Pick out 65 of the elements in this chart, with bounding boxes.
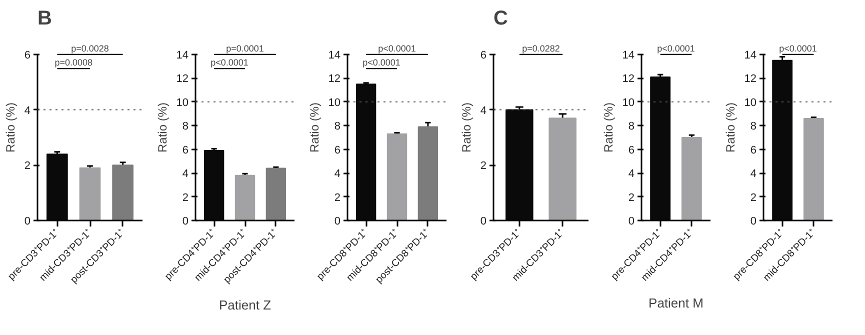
- y-tick-label: 4: [334, 168, 341, 180]
- text: p=0.0028: [71, 43, 109, 54]
- y-tick-label: 2: [334, 192, 341, 204]
- y-tick-label: 4: [182, 168, 189, 180]
- y-tick-label: 4: [750, 168, 757, 180]
- y-tick-label: 14: [176, 49, 189, 62]
- y-tick-label: 6: [480, 49, 487, 62]
- y-tick-label: 0: [182, 216, 189, 228]
- text: p=0.0001: [226, 43, 264, 54]
- y-tick-label: 14: [328, 49, 341, 62]
- y-tick-label: 8: [334, 120, 341, 133]
- y-tick-label: 10: [622, 96, 635, 109]
- y-tick-label: 2: [182, 192, 189, 204]
- y-tick-label: 14: [744, 49, 757, 62]
- y-tick-label: 6: [750, 144, 757, 156]
- bar: [79, 167, 101, 220]
- x-axis-title: Patient Z: [218, 297, 272, 312]
- text: p<0.0001: [657, 43, 695, 54]
- y-tick-label: 6: [182, 144, 189, 156]
- chart-title: C: [494, 8, 508, 30]
- y-tick-label: 2: [750, 192, 757, 204]
- y-tick-label: 4: [480, 104, 487, 117]
- y-axis-title: Ratio (%): [723, 102, 738, 153]
- y-axis-title: Ratio (%): [307, 102, 322, 153]
- y-tick-label: 14: [622, 49, 635, 62]
- x-axis-title: Patient M: [648, 296, 704, 311]
- text: p<0.0001: [378, 43, 416, 54]
- y-tick-label: 12: [622, 73, 635, 86]
- y-tick-label: 12: [328, 73, 341, 86]
- y-tick-label: 10: [176, 96, 189, 109]
- y-tick-label: 2: [628, 192, 635, 204]
- bar: [266, 168, 286, 220]
- text: p=0.0282: [522, 43, 560, 54]
- y-tick-label: 8: [628, 120, 635, 133]
- y-tick-label: 4: [24, 104, 31, 117]
- bar: [112, 164, 134, 220]
- y-axis-title: Ratio (%): [601, 102, 616, 153]
- annotation: p<0.0001: [362, 58, 400, 68]
- y-tick-label: 0: [628, 216, 635, 228]
- y-tick-label: 6: [628, 144, 635, 156]
- y-tick-label: 0: [750, 216, 757, 228]
- y-tick-label: 6: [334, 144, 341, 156]
- chart-title: B: [38, 8, 52, 30]
- y-tick-label: 0: [480, 216, 487, 228]
- y-tick-label: 8: [750, 120, 757, 133]
- y-tick-label: 4: [628, 168, 635, 180]
- y-tick-label: 8: [182, 120, 189, 133]
- y-tick-label: 0: [24, 216, 31, 228]
- y-tick-label: 2: [24, 160, 31, 172]
- y-tick-label: 6: [24, 49, 31, 62]
- y-axis-title: Ratio (%): [459, 102, 474, 153]
- bar: [386, 133, 408, 220]
- y-tick-label: 12: [744, 73, 757, 86]
- y-tick-label: 10: [744, 96, 757, 109]
- y-tick-label: 0: [334, 216, 341, 228]
- annotation: p=0.0008: [54, 58, 92, 68]
- y-tick-label: 2: [480, 160, 487, 172]
- y-axis-title: Ratio (%): [155, 102, 170, 153]
- text: p<0.0001: [779, 43, 817, 54]
- annotation: p<0.0001: [210, 58, 248, 68]
- bar: [234, 174, 256, 220]
- y-axis-title: Ratio (%): [3, 102, 18, 153]
- bar: [418, 126, 438, 220]
- y-tick-label: 12: [176, 73, 189, 86]
- y-tick-label: 10: [328, 96, 341, 109]
